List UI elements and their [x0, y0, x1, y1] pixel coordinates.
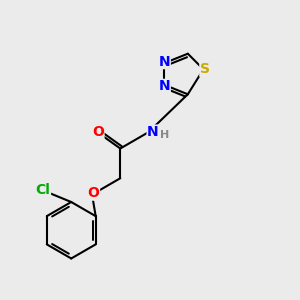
Text: Cl: Cl — [36, 183, 50, 197]
Text: O: O — [88, 186, 100, 200]
Text: H: H — [160, 130, 170, 140]
Text: N: N — [159, 80, 170, 93]
Text: N: N — [147, 125, 159, 139]
Text: O: O — [92, 125, 104, 139]
Text: N: N — [159, 55, 170, 69]
Text: S: S — [200, 62, 210, 76]
